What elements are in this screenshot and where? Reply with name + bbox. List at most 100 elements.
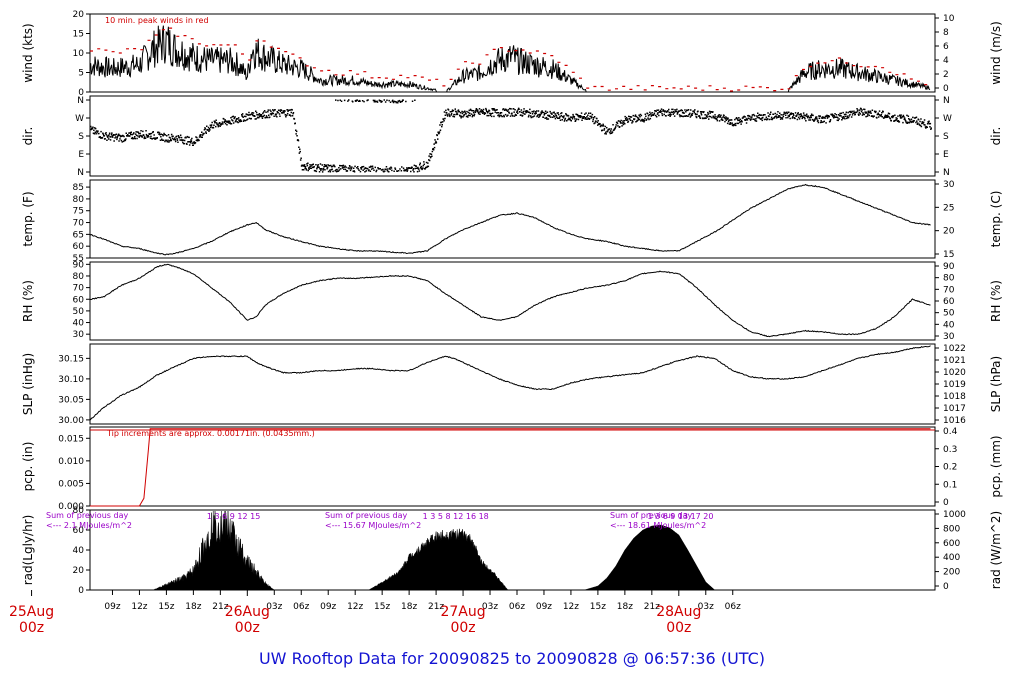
- y-tick-label-right: 4: [943, 56, 949, 66]
- y-tick-label: W: [75, 114, 84, 124]
- page-title: UW Rooftop Data for 20090825 to 20090828…: [258, 649, 766, 668]
- y-tick-label-right: N: [943, 96, 950, 106]
- x-day-label: 26Aug: [225, 604, 270, 620]
- x-day-time: 00z: [666, 620, 691, 636]
- y-axis-label-right: temp. (C): [989, 191, 1003, 248]
- x-tick-label: 03z: [266, 602, 282, 612]
- y-tick-label-right: 6: [943, 42, 949, 52]
- y-tick-label: 20: [73, 10, 85, 20]
- x-tick-label: 18z: [185, 602, 201, 612]
- y-axis-label: pcp. (in): [21, 442, 35, 492]
- y-tick-label: 80: [73, 195, 85, 205]
- y-tick-label-right: 800: [943, 524, 960, 534]
- y-tick-label: 0.015: [58, 434, 84, 444]
- rh-line: [89, 263, 931, 338]
- x-day-label: 27Aug: [440, 604, 485, 620]
- slp-line: [89, 345, 931, 421]
- x-tick-label: 21z: [212, 602, 228, 612]
- y-tick-label: 50: [73, 307, 85, 317]
- wind-mean-line: [89, 25, 931, 93]
- dir-points: [90, 99, 932, 173]
- y-tick-label: 30: [73, 330, 85, 340]
- x-tick-label: 06z: [509, 602, 525, 612]
- y-tick-label-right: 1022: [943, 344, 966, 354]
- y-tick-label-right: 400: [943, 553, 960, 563]
- y-tick-label-right: 2: [943, 70, 949, 80]
- pcp-frame: [89, 426, 936, 507]
- y-tick-label-right: 1000: [943, 510, 966, 520]
- y-tick-label: 40: [73, 546, 85, 556]
- y-tick-label-right: 1021: [943, 356, 966, 366]
- x-day-time: 00z: [19, 620, 44, 636]
- pcp-line: [90, 428, 931, 507]
- slp-panel: 30.00 30.05 30.10 30.15 1016 1017 1018 1019 1020…: [21, 343, 1003, 426]
- x-tick-label: 21z: [644, 602, 660, 612]
- y-tick-label-right: 0.2: [943, 463, 957, 473]
- rh-frame: [89, 261, 936, 341]
- y-tick-label: 40: [73, 319, 85, 329]
- y-tick-label-right: 1019: [943, 380, 966, 390]
- x-tick-label: 18z: [401, 602, 417, 612]
- y-tick-label: 0.000: [58, 502, 84, 512]
- y-tick-label: E: [78, 150, 84, 160]
- y-tick-label: 30.10: [58, 375, 84, 385]
- rad-summary-label: Sum of previous day: [325, 511, 407, 520]
- y-tick-label: 15: [73, 30, 84, 40]
- y-tick-label: 70: [73, 219, 85, 229]
- rad-hour-labels: 1 3 6 9 13 17 20: [647, 512, 713, 521]
- wind-peak-marks: [90, 27, 928, 92]
- x-day-label: 25Aug: [9, 604, 54, 620]
- x-tick-label: 15z: [590, 602, 606, 612]
- x-tick-label: 18z: [617, 602, 633, 612]
- rad-summary-value: <--- 18.61 MJoules/m^2: [610, 521, 706, 530]
- y-tick-label: 0.010: [58, 457, 84, 467]
- y-tick-label-right: 0.4: [943, 427, 958, 437]
- y-tick-label: 60: [73, 242, 85, 252]
- y-tick-label: 55: [73, 254, 84, 264]
- x-tick-label: 03z: [482, 602, 498, 612]
- y-tick-label-right: 80: [943, 274, 955, 284]
- x-tick-label: 12z: [347, 602, 363, 612]
- y-tick-label-right: 1018: [943, 392, 966, 402]
- x-tick-label: 15z: [374, 602, 390, 612]
- y-tick-label-right: 1016: [943, 416, 966, 426]
- y-tick-label: 0: [78, 88, 84, 98]
- x-tick-label: 12z: [563, 602, 579, 612]
- y-tick-label-right: 40: [943, 320, 955, 330]
- y-tick-label: 30.00: [58, 416, 84, 426]
- y-tick-label: 90: [73, 260, 85, 270]
- y-tick-label-right: 25: [943, 203, 954, 213]
- y-axis-label-right: pcp. (mm): [989, 435, 1003, 497]
- y-tick-label-right: N: [943, 168, 950, 178]
- x-tick-label: 15z: [158, 602, 174, 612]
- y-axis-label: wind (kts): [21, 23, 35, 82]
- pcp-annotation: Tip increments are approx. 0.00171in. (0…: [106, 429, 315, 438]
- y-tick-label-right: S: [943, 132, 949, 142]
- y-tick-label-right: 0: [943, 498, 949, 508]
- y-tick-label: 75: [73, 207, 84, 217]
- x-tick-label: 06z: [293, 602, 309, 612]
- y-tick-label: S: [78, 132, 84, 142]
- y-tick-label-right: 8: [943, 28, 949, 38]
- x-tick-label: 21z: [428, 602, 444, 612]
- y-tick-label: 20: [73, 566, 85, 576]
- y-axis-label: temp. (F): [21, 191, 35, 246]
- y-axis-label: dir.: [21, 127, 35, 146]
- y-tick-label: 65: [73, 230, 84, 240]
- y-tick-label-right: 0.3: [943, 445, 957, 455]
- rad-summary-value: <--- 2.1 MJoules/m^2: [46, 521, 132, 530]
- y-tick-label-right: 0: [943, 84, 949, 94]
- rad-summary-value: <--- 15.67 MJoules/m^2: [325, 521, 421, 530]
- y-tick-label: 60: [73, 295, 85, 305]
- y-axis-label-right: SLP (hPa): [989, 356, 1003, 412]
- y-tick-label-right: 60: [943, 297, 955, 307]
- y-tick-label-right: 30: [943, 180, 955, 190]
- y-axis-label-right: dir.: [989, 127, 1003, 146]
- y-axis-label: RH (%): [21, 280, 35, 322]
- y-tick-label: 60: [73, 526, 85, 536]
- y-axis-label-right: wind (m/s): [989, 21, 1003, 85]
- dir-frame: [89, 95, 936, 177]
- y-tick-label-right: E: [943, 150, 949, 160]
